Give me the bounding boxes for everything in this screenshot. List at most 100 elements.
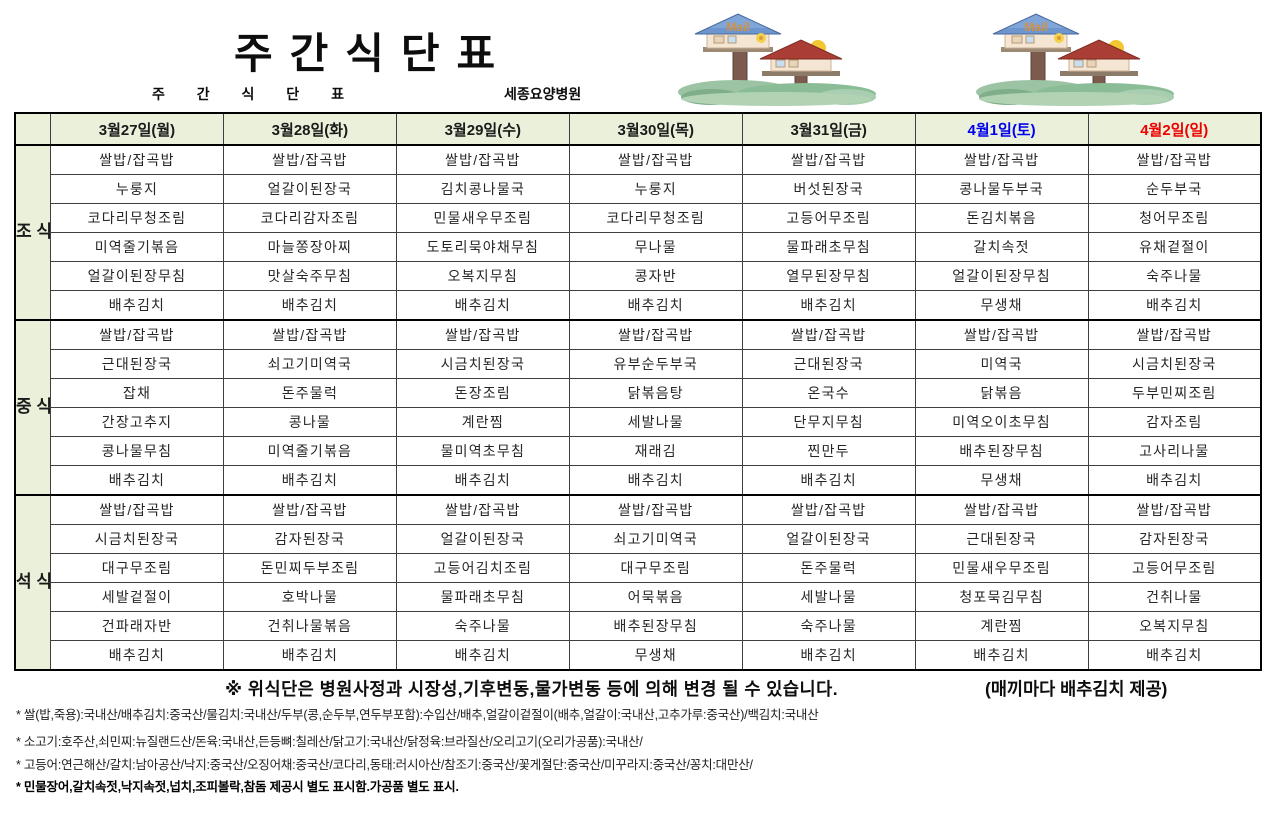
mail-label: Mail [726, 20, 749, 34]
menu-cell: 배추김치 [395, 640, 570, 671]
menu-cell: 계란찜 [395, 407, 570, 437]
menu-row: 석 식 쌀밥/잡곡밥 쌀밥/잡곡밥 쌀밥/잡곡밥 쌀밥/잡곡밥 쌀밥/잡곡밥 쌀밥/잡곡밥 쌀… [14, 494, 1262, 671]
menu-cell: 배추김치 [395, 290, 570, 321]
menu-cell: 배추김치 [395, 465, 570, 496]
section-label-1: 중 식 [14, 319, 51, 496]
menu-cell: 콩나물 [222, 407, 397, 437]
day-header: 3월27일(월) [50, 112, 224, 146]
mail-label: Mail [1024, 20, 1047, 34]
menu-cell: 유부순두부국 [568, 349, 743, 379]
menu-cell: 무생채 [914, 465, 1089, 496]
menu-cell: 근대된장국 [914, 524, 1089, 554]
menu-row: 건파래자반 건취나물볶음 숙주나물 배추된장무침 숙주나물 계란찜 오복지무침 [15, 611, 1262, 641]
menu-cell: 미역줄기볶음 [50, 232, 224, 262]
menu-cell: 돈김치볶음 [914, 203, 1089, 233]
menu-cell: 순두부국 [1087, 174, 1262, 204]
menu-cell: 세발겉절이 [50, 582, 224, 612]
menu-cell: 얼갈이된장국 [741, 524, 916, 554]
menu-cell: 쌀밥/잡곡밥 [741, 144, 916, 175]
mailbox-icon: Mail [976, 13, 1174, 106]
menu-cell: 감자조림 [1087, 407, 1262, 437]
menu-cell: 청어무조림 [1087, 203, 1262, 233]
menu-cell: 닭볶음탕 [568, 378, 743, 408]
menu-cell: 호박나물 [222, 582, 397, 612]
menu-cell: 쌀밥/잡곡밥 [222, 319, 397, 350]
origin-footnote-rice-kimchi: * 쌀(밥,죽용):국내산/배추김치:중국산/물김치:국내산/두부(콩,순두부,… [16, 708, 819, 722]
menu-cell: 건취나물 [1087, 582, 1262, 612]
menu-row: 간장고추지 콩나물 계란찜 세발나물 단무지무침 미역오이초무침 감자조림 [15, 407, 1262, 437]
menu-cell: 간장고추지 [50, 407, 224, 437]
menu-cell: 대구무조림 [568, 553, 743, 583]
menu-cell: 세발나물 [568, 407, 743, 437]
menu-cell: 시금치된장국 [1087, 349, 1262, 379]
menu-cell: 오복지무침 [395, 261, 570, 291]
menu-cell: 두부민찌조림 [1087, 378, 1262, 408]
menu-cell: 쌀밥/잡곡밥 [222, 144, 397, 175]
menu-cell: 민물새우무조림 [914, 553, 1089, 583]
menu-cell: 숙주나물 [741, 611, 916, 641]
menu-row: 세발겉절이 호박나물 물파래초무침 어묵볶음 세발나물 청포묵김무침 건취나물 [15, 582, 1262, 612]
menu-cell: 맛살숙주무침 [222, 261, 397, 291]
subtitle: 주 간 식 단 표 [152, 86, 344, 102]
menu-cell: 오복지무침 [1087, 611, 1262, 641]
menu-cell: 찐만두 [741, 436, 916, 466]
menu-cell: 배추김치 [1087, 465, 1262, 496]
menu-cell: 코다리무청조림 [568, 203, 743, 233]
menu-cell: 쌀밥/잡곡밥 [568, 494, 743, 525]
menu-row: 누룽지 얼갈이된장국 김치콩나물국 누룽지 버섯된장국 콩나물두부국 순두부국 [15, 174, 1262, 204]
menu-cell: 코다리무청조림 [50, 203, 224, 233]
menu-row: 미역줄기볶음 마늘쫑장아찌 도토리묵야채무침 무나물 물파래초무침 갈치속젓 유채겉절이 [15, 232, 1262, 262]
menu-cell: 배추된장무침 [914, 436, 1089, 466]
menu-cell: 온국수 [741, 378, 916, 408]
menu-cell: 민물새우무조림 [395, 203, 570, 233]
origin-footnote-meat: * 소고기:호주산,쇠민찌:뉴질랜드산/돈육:국내산,든등뼈:칠레산/닭고기:국… [16, 735, 643, 749]
origin-footnote-seafood: * 고등어:연근해산/갈치:남아공산/낙지:중국산/오징어채:중국산/코다리,동… [16, 758, 753, 772]
menu-cell: 건파래자반 [50, 611, 224, 641]
menu-cell: 쌀밥/잡곡밥 [914, 144, 1089, 175]
menu-row: 시금치된장국 감자된장국 얼갈이된장국 쇠고기미역국 얼갈이된장국 근대된장국 감자된장국 [15, 524, 1262, 554]
date-header-row: 3월27일(월) 3월28일(화) 3월29일(수) 3월30일(목) 3월31일(금)… [14, 112, 1262, 146]
menu-cell: 닭볶음 [914, 378, 1089, 408]
menu-cell: 돈장조림 [395, 378, 570, 408]
menu-cell: 시금치된장국 [395, 349, 570, 379]
menu-cell: 숙주나물 [1087, 261, 1262, 291]
menu-row: 코다리무청조림 코다리감자조림 민물새우무조림 코다리무청조림 고등어무조림 돈김치볶음 청… [15, 203, 1262, 233]
menu-table: 3월27일(월) 3월28일(화) 3월29일(수) 3월30일(목) 3월31일(금)… [14, 112, 1262, 671]
menu-cell: 쌀밥/잡곡밥 [914, 319, 1089, 350]
day-header: 4월2일(일) [1087, 112, 1262, 146]
menu-cell: 얼갈이된장국 [395, 524, 570, 554]
menu-cell: 미역오이초무침 [914, 407, 1089, 437]
menu-cell: 고등어무조림 [741, 203, 916, 233]
menu-cell: 대구무조림 [50, 553, 224, 583]
day-header: 3월29일(수) [395, 112, 570, 146]
menu-cell: 배추김치 [1087, 290, 1262, 321]
menu-cell: 쌀밥/잡곡밥 [568, 144, 743, 175]
menu-cell: 배추김치 [741, 465, 916, 496]
menu-cell: 물파래초무침 [395, 582, 570, 612]
menu-row: 대구무조림 돈민찌두부조림 고등어김치조림 대구무조림 돈주물럭 민물새우무조림 고등어무조… [15, 553, 1262, 583]
menu-cell: 감자된장국 [1087, 524, 1262, 554]
menu-cell: 쌀밥/잡곡밥 [914, 494, 1089, 525]
menu-row: 중 식 쌀밥/잡곡밥 쌀밥/잡곡밥 쌀밥/잡곡밥 쌀밥/잡곡밥 쌀밥/잡곡밥 쌀밥/잡곡밥 쌀… [14, 319, 1262, 496]
menu-cell: 도토리묵야채무침 [395, 232, 570, 262]
menu-table-header: 3월27일(월) 3월28일(화) 3월29일(수) 3월30일(목) 3월31일(금)… [14, 112, 1262, 146]
menu-row: 배추김치 배추김치 배추김치 배추김치 배추김치 무생채 배추김치 [15, 290, 1262, 321]
menu-cell: 유채겉절이 [1087, 232, 1262, 262]
menu-cell: 쌀밥/잡곡밥 [395, 144, 570, 175]
menu-cell: 물파래초무침 [741, 232, 916, 262]
menu-cell: 배추김치 [741, 640, 916, 671]
menu-cell: 돈주물럭 [222, 378, 397, 408]
menu-cell: 배추김치 [568, 290, 743, 321]
menu-cell: 쌀밥/잡곡밥 [1087, 144, 1262, 175]
menu-cell: 쇠고기미역국 [568, 524, 743, 554]
hospital-name: 세종요양병원 [504, 86, 582, 102]
menu-cell: 쌀밥/잡곡밥 [50, 319, 224, 350]
menu-row: 콩나물무침 미역줄기볶음 물미역초무침 재래김 찐만두 배추된장무침 고사리나물 [15, 436, 1262, 466]
menu-cell: 재래김 [568, 436, 743, 466]
menu-cell: 건취나물볶음 [222, 611, 397, 641]
menu-cell: 갈치속젓 [914, 232, 1089, 262]
menu-cell: 콩나물두부국 [914, 174, 1089, 204]
menu-cell: 감자된장국 [222, 524, 397, 554]
menu-cell: 쌀밥/잡곡밥 [50, 144, 224, 175]
